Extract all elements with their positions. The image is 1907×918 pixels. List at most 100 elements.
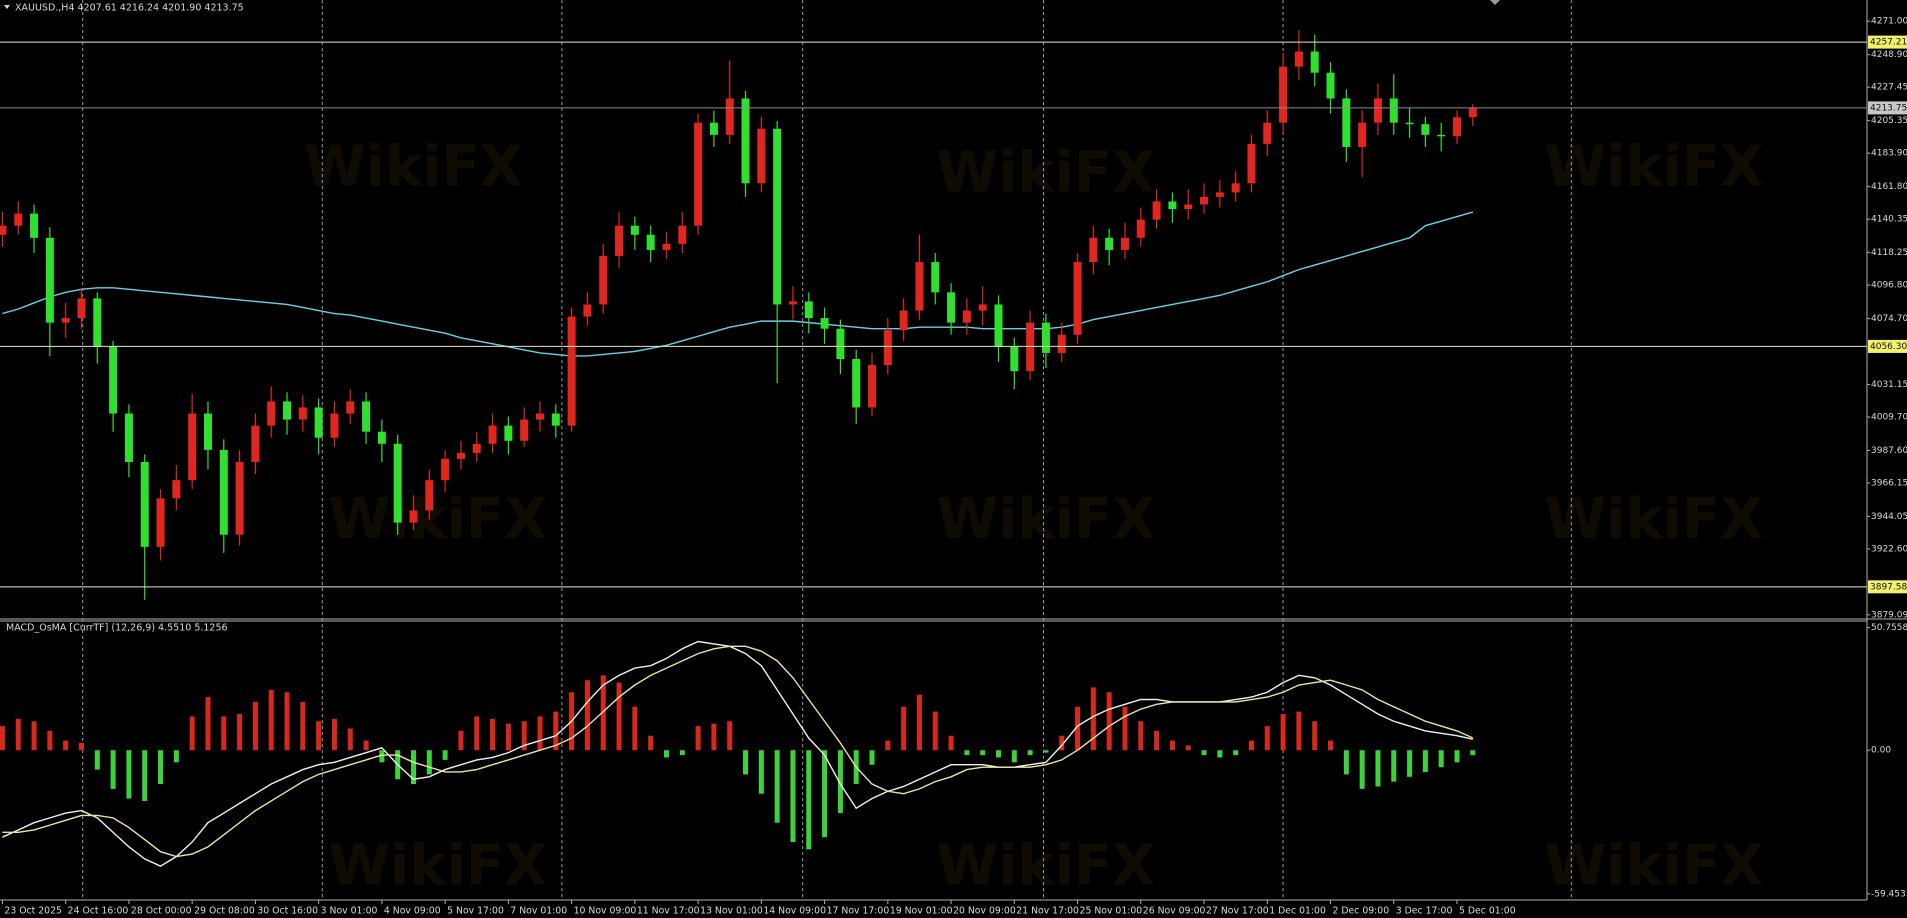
x-tick-label: 29 Oct 08:00 (194, 906, 255, 917)
candle-body (1136, 219, 1145, 238)
price-level-tag (1868, 35, 1907, 49)
candle-body (267, 401, 276, 426)
histogram-bar (727, 721, 733, 751)
histogram-bar (1470, 750, 1476, 756)
x-tick-label: 14 Nov 09:00 (763, 906, 826, 917)
x-tick-label: 26 Nov 09:00 (1143, 906, 1206, 917)
watermark: WikiFX (936, 834, 1155, 899)
price-level-tag (1868, 101, 1907, 115)
candle-body (330, 413, 339, 438)
candle-body (1152, 201, 1161, 220)
candle-body (1200, 196, 1209, 205)
y-tick-label: 4096.80 (1871, 281, 1907, 291)
y-tick-label: 0.00 (1871, 746, 1891, 756)
price-level-label: 4257.21 (1870, 38, 1907, 48)
candle-body (1358, 122, 1367, 147)
candle-body (109, 346, 118, 414)
watermark: WikiFX (1545, 487, 1764, 552)
candle-body (140, 461, 149, 547)
histogram-bar (284, 692, 290, 751)
x-tick-label: 24 Oct 16:00 (68, 906, 129, 917)
y-tick-label: 4205.35 (1871, 116, 1907, 126)
candle-body (377, 431, 386, 444)
x-tick-label: 27 Nov 17:00 (1206, 906, 1269, 917)
candle-body (1215, 192, 1224, 197)
histogram-bar (695, 726, 701, 751)
y-tick-label: 50.7558 (1871, 623, 1907, 633)
candle-body (915, 262, 924, 311)
histogram-bar (1138, 721, 1144, 751)
candle-body (852, 358, 861, 408)
histogram-bar (158, 750, 164, 785)
histogram-bar (1375, 750, 1381, 787)
histogram-bar (173, 750, 179, 763)
histogram-bar (743, 750, 749, 775)
histogram-bar (1328, 740, 1334, 751)
histogram-bar (806, 750, 812, 850)
histogram-bar (1059, 735, 1065, 751)
x-tick-label: 3 Nov 01:00 (321, 906, 378, 917)
candle-body (1468, 107, 1477, 118)
candle-body (899, 310, 908, 331)
histogram-bar (679, 750, 685, 756)
x-tick-label: 28 Oct 00:00 (131, 906, 192, 917)
symbol-menu-icon[interactable] (4, 5, 10, 9)
shift-marker (1490, 0, 1500, 5)
candle-body (1342, 98, 1351, 147)
x-tick-label: 5 Dec 01:00 (1459, 906, 1516, 917)
histogram-bar (521, 721, 527, 751)
candle-body (947, 292, 956, 323)
candle-body (472, 443, 481, 453)
signal-line (2, 645, 1474, 858)
candle-body (188, 413, 197, 481)
candle-body (994, 304, 1003, 347)
x-tick-label: 3 Dec 17:00 (1396, 906, 1453, 917)
price-level-tag (1868, 339, 1907, 353)
histogram-bar (1343, 750, 1349, 775)
histogram-bar (1154, 730, 1160, 751)
candle-body (504, 425, 513, 441)
histogram-bar (1248, 740, 1254, 751)
y-tick-label: 4183.90 (1871, 149, 1907, 159)
histogram-bar (632, 706, 638, 751)
histogram-bar (1454, 750, 1460, 763)
y-tick-label: 3879.09 (1871, 610, 1907, 620)
histogram-bar (1185, 745, 1191, 751)
histogram-bar (1169, 740, 1175, 751)
x-tick-label: 17 Nov 17:00 (827, 906, 890, 917)
candle-body (77, 298, 86, 319)
candle-body (1073, 262, 1082, 335)
candle-body (1105, 237, 1114, 250)
candle-body (1231, 183, 1240, 193)
candle-body (962, 310, 971, 323)
candle-body (725, 98, 734, 135)
candle-body (1184, 204, 1193, 210)
candle-body (1168, 201, 1177, 210)
candle-body (393, 443, 402, 523)
candle-body (883, 330, 892, 366)
histogram-bar (426, 750, 432, 775)
x-tick-label: 23 Oct 2025 (4, 906, 62, 917)
watermark: WikiFX (328, 834, 547, 899)
y-tick-label: 3944.05 (1871, 512, 1907, 522)
candle-body (646, 234, 655, 250)
histogram-bar (490, 718, 496, 751)
candle-body (773, 128, 782, 305)
y-tick-label: 4118.25 (1871, 248, 1907, 258)
x-tick-label: 1 Dec 01:00 (1269, 906, 1326, 917)
macd-line (2, 640, 1473, 867)
histogram-bar (78, 742, 84, 751)
histogram-bar (1075, 706, 1081, 751)
histogram-bar (663, 750, 669, 758)
y-tick-label: 4271.00 (1871, 17, 1907, 27)
candle-body (551, 413, 560, 426)
watermark: WikiFX (936, 487, 1155, 552)
candle-body (535, 413, 544, 420)
x-tick-label: 7 Nov 01:00 (510, 906, 567, 917)
histogram-bar (1264, 726, 1270, 751)
histogram-bar (837, 750, 843, 814)
histogram-bar (411, 750, 417, 785)
candle-body (757, 128, 766, 184)
candle-body (456, 452, 465, 459)
